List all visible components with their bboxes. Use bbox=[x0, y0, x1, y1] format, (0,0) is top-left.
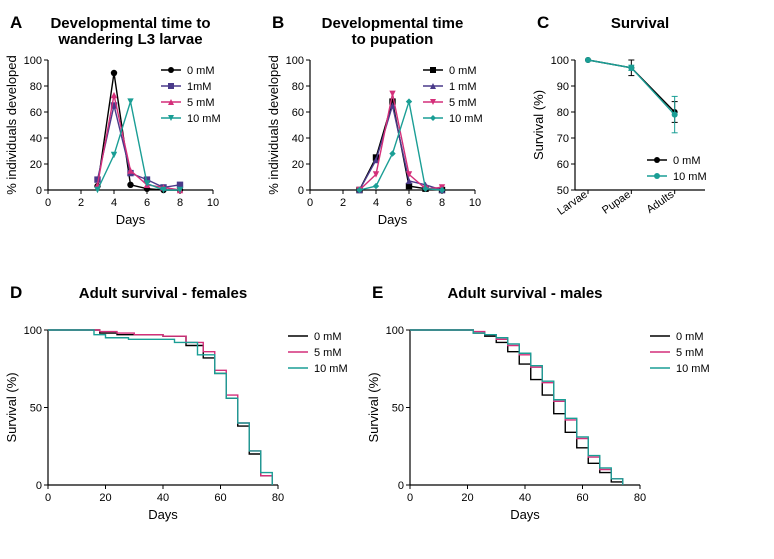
panel-e: Adult survival - males E 0 50 100 0 20 40 60 80 Da… bbox=[366, 283, 710, 522]
svg-text:5 mM: 5 mM bbox=[676, 347, 704, 359]
svg-text:80: 80 bbox=[292, 81, 304, 93]
svg-text:Survival (%): Survival (%) bbox=[366, 372, 381, 442]
svg-text:40: 40 bbox=[519, 492, 531, 504]
svg-text:60: 60 bbox=[214, 492, 226, 504]
svg-text:10 mM: 10 mM bbox=[673, 171, 707, 183]
figure-svg: Developmental time towandering L3 larvae… bbox=[0, 0, 774, 559]
svg-text:10 mM: 10 mM bbox=[187, 113, 221, 125]
svg-text:Survival (%): Survival (%) bbox=[531, 90, 546, 160]
svg-text:100: 100 bbox=[551, 55, 569, 67]
svg-text:1 mM: 1 mM bbox=[449, 81, 477, 93]
svg-text:40: 40 bbox=[157, 492, 169, 504]
svg-text:80: 80 bbox=[30, 81, 42, 93]
svg-text:C: C bbox=[537, 13, 549, 32]
svg-text:0 mM: 0 mM bbox=[449, 65, 477, 77]
svg-text:100: 100 bbox=[286, 55, 304, 67]
svg-text:10 mM: 10 mM bbox=[449, 113, 483, 125]
panel-d: Adult survival - females D 0 50 100 0 20 40 60 80… bbox=[4, 283, 348, 522]
svg-text:to pupation: to pupation bbox=[352, 31, 434, 48]
svg-text:Adult survival - females: Adult survival - females bbox=[79, 285, 247, 302]
svg-text:wandering L3 larvae: wandering L3 larvae bbox=[57, 31, 202, 48]
panel-a: Developmental time towandering L3 larvae… bbox=[4, 13, 221, 227]
svg-text:D: D bbox=[10, 283, 22, 302]
svg-text:100: 100 bbox=[24, 325, 42, 337]
svg-text:60: 60 bbox=[30, 107, 42, 119]
svg-text:Developmental time to: Developmental time to bbox=[50, 15, 210, 32]
svg-text:80: 80 bbox=[557, 107, 569, 119]
svg-text:6: 6 bbox=[406, 197, 412, 209]
svg-text:0: 0 bbox=[36, 185, 42, 197]
svg-text:0: 0 bbox=[307, 197, 313, 209]
svg-text:20: 20 bbox=[461, 492, 473, 504]
svg-text:% individuals developed: % individuals developed bbox=[4, 55, 19, 194]
svg-text:1mM: 1mM bbox=[187, 81, 211, 93]
svg-text:0: 0 bbox=[45, 492, 51, 504]
svg-text:Survival (%): Survival (%) bbox=[4, 372, 19, 442]
svg-text:% individuals developed: % individuals developed bbox=[266, 55, 281, 194]
svg-text:Days: Days bbox=[510, 507, 540, 522]
svg-text:0 mM: 0 mM bbox=[187, 65, 215, 77]
svg-text:50: 50 bbox=[392, 403, 404, 415]
svg-text:4: 4 bbox=[373, 197, 379, 209]
panel-c: SurvivalC5060708090100LarvaePupaeAdultsS… bbox=[531, 13, 707, 218]
svg-text:2: 2 bbox=[340, 197, 346, 209]
svg-text:0: 0 bbox=[45, 197, 51, 209]
svg-text:5 mM: 5 mM bbox=[449, 97, 477, 109]
svg-text:10: 10 bbox=[207, 197, 219, 209]
svg-text:100: 100 bbox=[386, 325, 404, 337]
svg-text:10 mM: 10 mM bbox=[314, 363, 348, 375]
svg-text:Pupae: Pupae bbox=[600, 189, 633, 217]
svg-text:80: 80 bbox=[272, 492, 284, 504]
svg-text:20: 20 bbox=[292, 159, 304, 171]
svg-text:0 mM: 0 mM bbox=[673, 155, 701, 167]
svg-text:8: 8 bbox=[439, 197, 445, 209]
svg-text:60: 60 bbox=[557, 159, 569, 171]
svg-text:B: B bbox=[272, 13, 284, 32]
svg-text:4: 4 bbox=[111, 197, 117, 209]
svg-text:Adult survival - males: Adult survival - males bbox=[447, 285, 602, 302]
svg-text:60: 60 bbox=[576, 492, 588, 504]
svg-text:40: 40 bbox=[292, 133, 304, 145]
svg-text:A: A bbox=[10, 13, 22, 32]
svg-text:80: 80 bbox=[634, 492, 646, 504]
svg-text:Days: Days bbox=[116, 212, 146, 227]
svg-text:E: E bbox=[372, 283, 383, 302]
svg-text:0 mM: 0 mM bbox=[676, 331, 704, 343]
svg-text:5 mM: 5 mM bbox=[314, 347, 342, 359]
svg-text:Developmental time: Developmental time bbox=[322, 15, 464, 32]
svg-text:60: 60 bbox=[292, 107, 304, 119]
svg-text:8: 8 bbox=[177, 197, 183, 209]
svg-text:90: 90 bbox=[557, 81, 569, 93]
svg-text:50: 50 bbox=[30, 403, 42, 415]
svg-text:6: 6 bbox=[144, 197, 150, 209]
svg-text:Days: Days bbox=[148, 507, 178, 522]
svg-text:10: 10 bbox=[469, 197, 481, 209]
svg-text:0: 0 bbox=[298, 185, 304, 197]
svg-text:2: 2 bbox=[78, 197, 84, 209]
svg-text:50: 50 bbox=[557, 185, 569, 197]
panel-b: Developmental timeto pupationB0204060801… bbox=[266, 13, 483, 227]
svg-text:100: 100 bbox=[24, 55, 42, 67]
svg-text:20: 20 bbox=[30, 159, 42, 171]
svg-text:Adults: Adults bbox=[644, 188, 676, 216]
svg-text:70: 70 bbox=[557, 133, 569, 145]
svg-text:40: 40 bbox=[30, 133, 42, 145]
svg-text:5 mM: 5 mM bbox=[187, 97, 215, 109]
svg-text:0: 0 bbox=[36, 480, 42, 492]
svg-text:0 mM: 0 mM bbox=[314, 331, 342, 343]
svg-text:10 mM: 10 mM bbox=[676, 363, 710, 375]
svg-text:0: 0 bbox=[398, 480, 404, 492]
svg-text:0: 0 bbox=[407, 492, 413, 504]
svg-text:Survival: Survival bbox=[611, 15, 669, 32]
svg-text:20: 20 bbox=[99, 492, 111, 504]
svg-text:Days: Days bbox=[378, 212, 408, 227]
